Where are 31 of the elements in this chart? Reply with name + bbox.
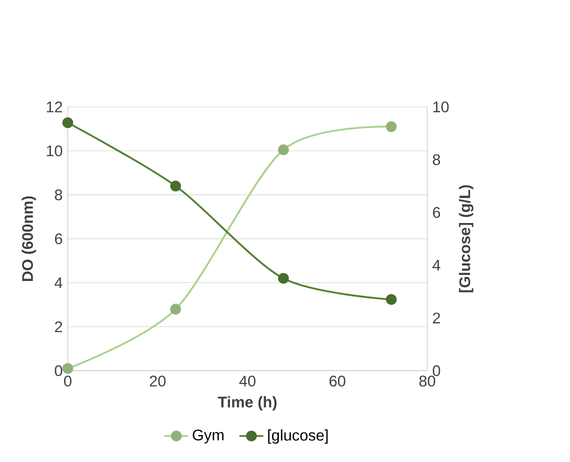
y-tick-label: 10 [46, 145, 62, 156]
x-tick-label: 20 [150, 375, 166, 386]
y-axis-title: DO (600nm) [22, 196, 36, 281]
legend-label: [glucose] [268, 429, 328, 444]
x-tick-label: 80 [419, 375, 436, 386]
y2-tick-label: 4 [432, 260, 440, 270]
y-tick-label: 2 [55, 321, 62, 332]
point [62, 362, 74, 374]
y2-axis-title: [Glucose] (g/L) [458, 185, 474, 292]
y-tick-label: 4 [54, 277, 62, 288]
x-tick-label: 60 [330, 375, 346, 386]
y2-tick-label: 8 [432, 154, 440, 165]
y2-tick-label: 2 [432, 312, 440, 324]
point [278, 272, 289, 284]
point [386, 121, 397, 132]
point [386, 294, 397, 305]
y-tick-label: 6 [55, 233, 62, 244]
x-tick-label: 0 [64, 375, 72, 386]
y-tick-label: 0 [54, 365, 62, 376]
y2-tick-label: 0 [432, 365, 440, 376]
point [62, 117, 74, 128]
point [170, 180, 181, 192]
x-axis-title: Time (h) [218, 396, 277, 410]
y2-tick-label: 6 [432, 206, 440, 218]
point [278, 144, 289, 155]
y-tick-label: 12 [46, 101, 62, 112]
legend-label: Gym [192, 429, 224, 444]
y2-tick-label: 10 [433, 101, 449, 112]
x-tick-label: 40 [239, 375, 256, 386]
point [170, 304, 181, 314]
y-tick-label: 8 [54, 189, 62, 200]
